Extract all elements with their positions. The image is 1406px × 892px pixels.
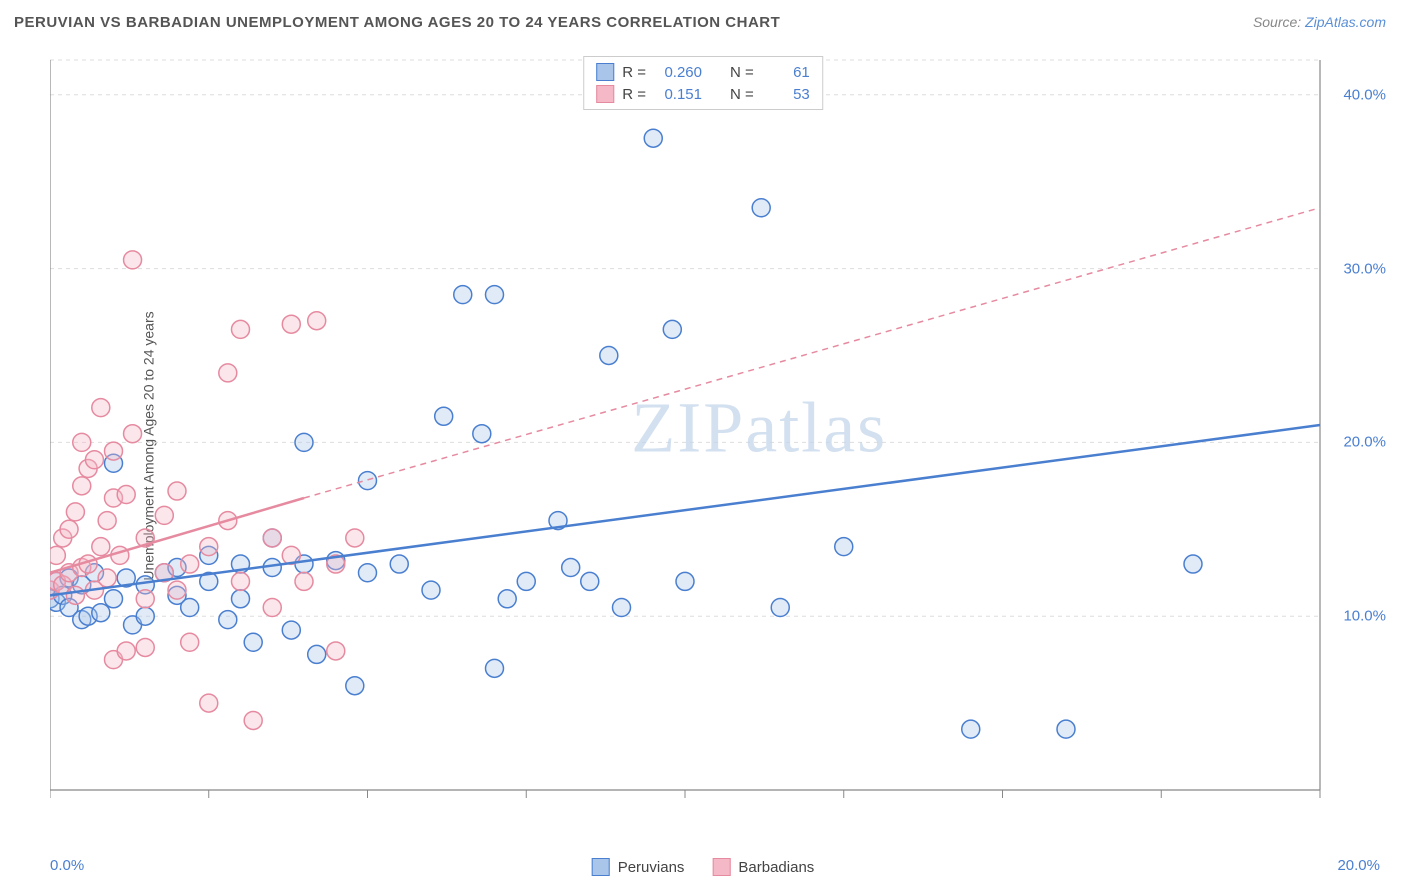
y-tick-label: 10.0% [1343,608,1386,625]
n-value: 61 [762,64,810,81]
swatch-barbadians [596,85,614,103]
swatch-peruvians [596,63,614,81]
x-axis-labels: 0.0% 20.0% [50,857,1380,874]
chart-title: PERUVIAN VS BARBADIAN UNEMPLOYMENT AMONG… [14,14,780,31]
source-link[interactable]: ZipAtlas.com [1305,14,1386,30]
y-tick-label: 40.0% [1343,86,1386,103]
correlation-legend: R = 0.260 N = 61 R = 0.151 N = 53 [583,56,823,110]
r-value: 0.151 [654,86,702,103]
chart-svg [50,50,1380,820]
n-value: 53 [762,86,810,103]
r-label: R = [622,86,646,103]
x-tick-label: 0.0% [50,857,84,874]
y-tick-label: 30.0% [1343,260,1386,277]
n-label: N = [730,86,754,103]
n-label: N = [730,64,754,81]
scatter-plot [50,50,1380,820]
source-attribution: Source: ZipAtlas.com [1253,14,1386,30]
r-value: 0.260 [654,64,702,81]
legend-row-peruvians: R = 0.260 N = 61 [596,61,810,83]
legend-row-barbadians: R = 0.151 N = 53 [596,83,810,105]
y-tick-label: 20.0% [1343,434,1386,451]
x-tick-label: 20.0% [1337,857,1380,874]
source-prefix: Source: [1253,14,1305,30]
r-label: R = [622,64,646,81]
